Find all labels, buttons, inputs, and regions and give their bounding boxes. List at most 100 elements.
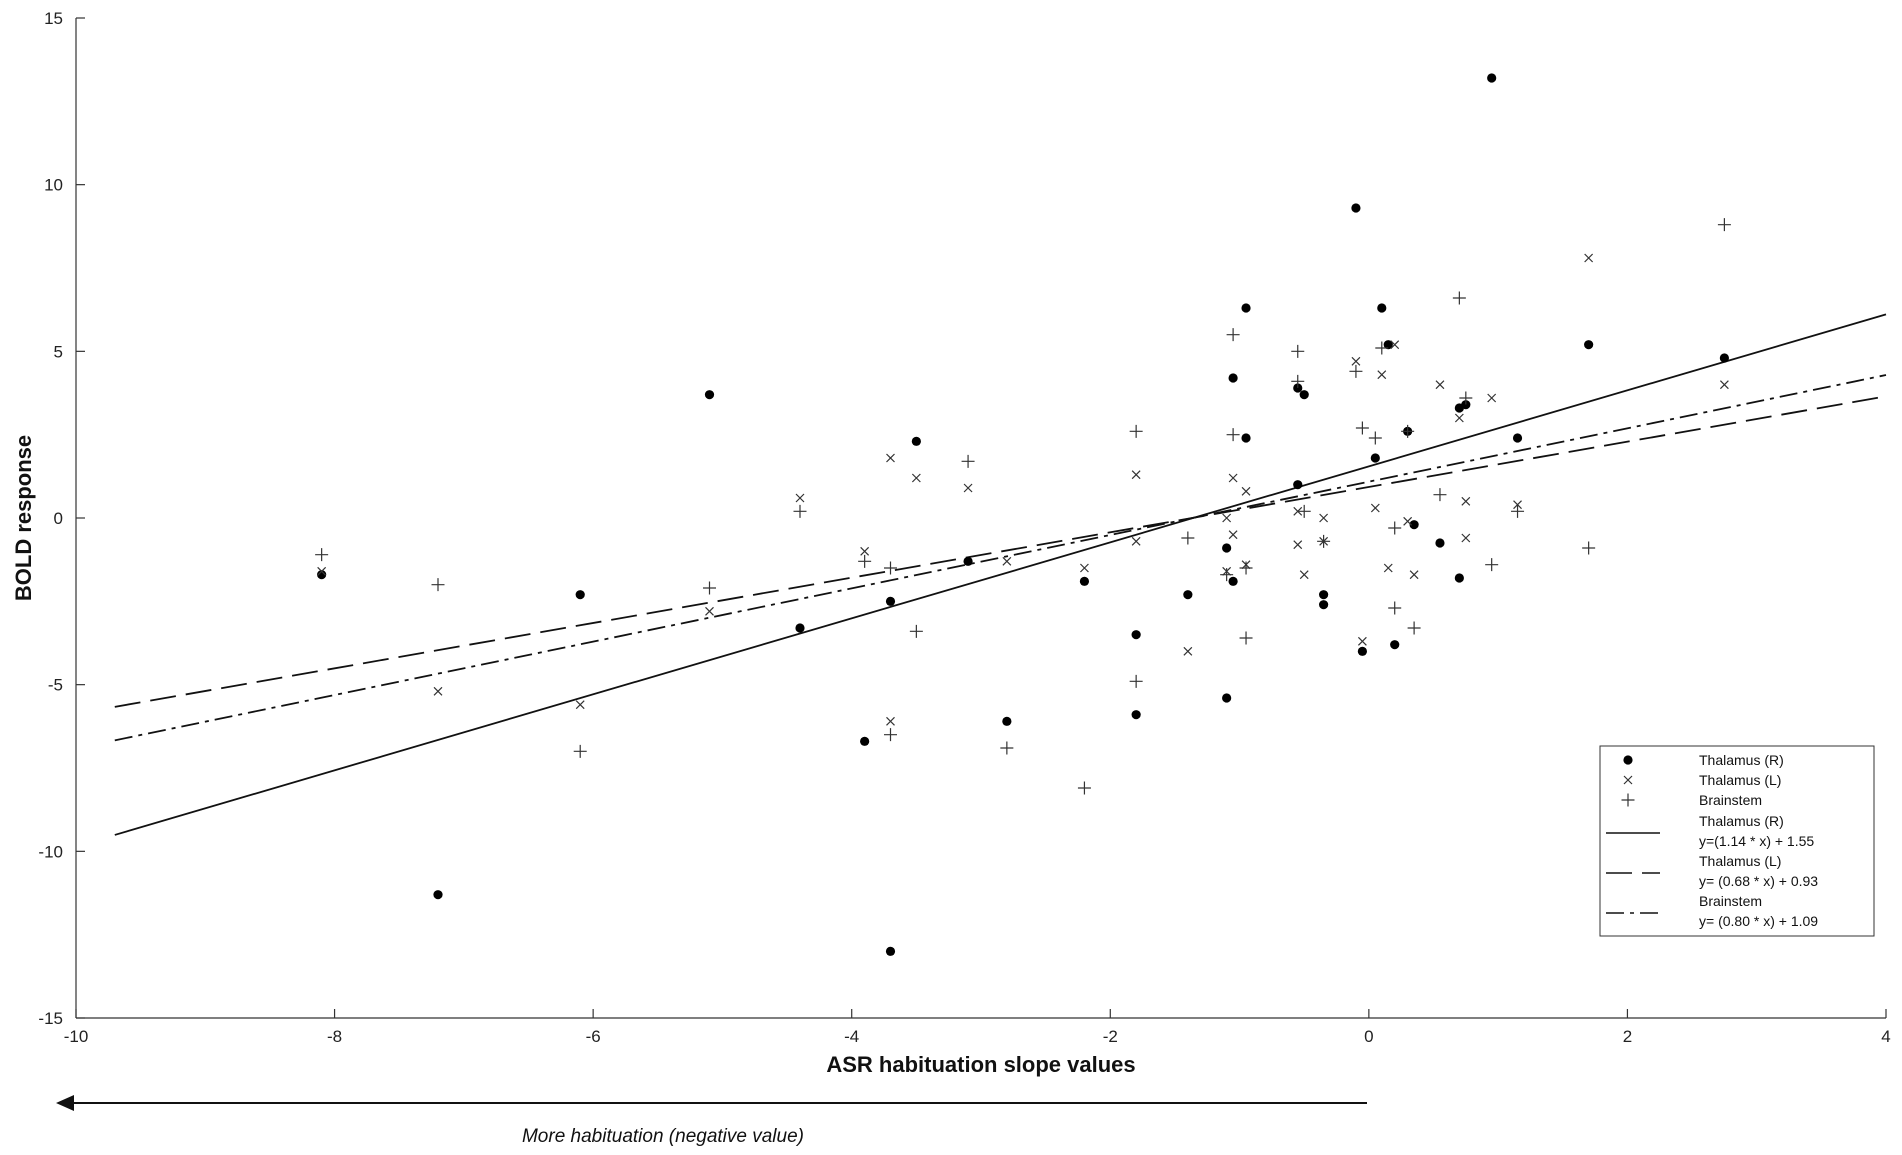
thalamus-l-point [1002, 556, 1012, 566]
brainstem-point [1317, 534, 1331, 548]
fit-line [114, 395, 1887, 708]
thalamus-r-point [911, 436, 921, 446]
legend: Thalamus (R) Thalamus (L) Brainstem Thalamu… [1599, 745, 1875, 937]
thalamus-l-point [1228, 530, 1238, 540]
x-tick-label: 4 [1881, 1027, 1890, 1046]
fit-lines [114, 313, 1887, 836]
x-tick-label: -6 [586, 1027, 601, 1046]
thalamus-r-point [1351, 203, 1361, 213]
thalamus-r-point [433, 890, 443, 900]
thalamus-l-point [1390, 340, 1400, 350]
brainstem-point [1511, 504, 1525, 518]
y-tick-label: -15 [38, 1009, 63, 1028]
x-tick-label: -10 [64, 1027, 89, 1046]
thalamus-l-point [1241, 486, 1251, 496]
thalamus-l-point [1080, 563, 1089, 573]
legend-label: Brainstem [1699, 792, 1762, 808]
brainstem-point [703, 581, 716, 595]
brainstem-point [1226, 428, 1240, 442]
thalamus-l-point [1293, 540, 1303, 550]
brainstem-point [858, 554, 872, 568]
brainstem-point [1297, 504, 1311, 518]
brainstem-point [884, 561, 897, 575]
thalamus-r-point [860, 736, 870, 746]
thalamus-l-point [795, 493, 805, 503]
thalamus-r-point [1461, 400, 1471, 410]
x-tick-label: -2 [1103, 1027, 1118, 1046]
thalamus-r-point [1377, 303, 1387, 313]
thalamus-r-point [1357, 646, 1367, 656]
brainstem-point [1291, 344, 1305, 358]
brainstem-point [1388, 601, 1402, 615]
thalamus-l-point [911, 473, 921, 483]
thalamus-l-point [963, 483, 973, 493]
brainstem-point [1407, 621, 1421, 635]
brainstem-point [1368, 431, 1382, 445]
thalamus-l-point [433, 686, 443, 696]
thalamus-r-point [1131, 630, 1141, 640]
brainstem-point [961, 454, 975, 468]
thalamus-r-point [1454, 573, 1464, 583]
brainstem-point [884, 728, 897, 742]
thalamus-r-point [1383, 340, 1393, 350]
thalamus-r-point [1183, 590, 1193, 600]
thalamus-l-point [1487, 393, 1497, 403]
thalamus-l-point [705, 606, 714, 616]
brainstem-point [1129, 674, 1143, 688]
thalamus-r-point [1370, 453, 1380, 463]
x-tick-label: 0 [1364, 1027, 1373, 1046]
thalamus-l-point [1319, 513, 1329, 523]
brainstem-point [1220, 568, 1234, 582]
thalamus-r-point [885, 596, 896, 606]
thalamus-r-point [575, 590, 585, 600]
thalamus-l-point [1403, 516, 1413, 526]
y-tick-label: 0 [54, 509, 63, 528]
thalamus-r-point [795, 623, 805, 633]
thalamus-l-point [1719, 380, 1729, 390]
x-tick-label: -4 [844, 1027, 859, 1046]
thalamus-l-point [1584, 253, 1594, 263]
thalamus-r-point [1584, 340, 1594, 350]
brainstem-point [1226, 328, 1240, 342]
thalamus-l-point [886, 716, 895, 726]
legend-fit-name: Brainstem [1699, 893, 1762, 909]
brainstem-point [1582, 541, 1596, 555]
brainstem-point [1452, 291, 1466, 305]
habituation-note: More habituation (negative value) [522, 1126, 804, 1147]
thalamus-r-point [1487, 73, 1497, 83]
brainstem-point [1355, 421, 1369, 435]
thalamus-r-point [1319, 590, 1329, 600]
brainstem-point [1239, 631, 1253, 645]
thalamus-r-point [1319, 600, 1329, 610]
y-tick-label: -5 [48, 676, 63, 695]
legend-fit-equation: y=(1.14 * x) + 1.55 [1699, 833, 1814, 849]
thalamus-r-point [1228, 373, 1238, 383]
thalamus-l-point [1131, 470, 1141, 480]
thalamus-r-point [1002, 716, 1012, 726]
legend-marker [1623, 755, 1633, 765]
thalamus-l-point [1228, 473, 1238, 483]
thalamus-r-point [1512, 433, 1523, 443]
fit-line [114, 374, 1887, 742]
thalamus-l-point [1299, 570, 1309, 580]
thalamus-l-point [1351, 356, 1361, 366]
brainstem-point [1433, 488, 1447, 502]
thalamus-l-point [1357, 636, 1367, 646]
brainstem-point [1239, 561, 1253, 575]
thalamus-r-point [1435, 538, 1445, 548]
thalamus-r-point [1719, 353, 1729, 363]
legend-label: Thalamus (L) [1699, 772, 1781, 788]
brainstem-point [1077, 781, 1091, 795]
thalamus-r-point [317, 570, 327, 580]
legend-fit-name: Thalamus (R) [1699, 813, 1784, 829]
thalamus-r-point [1299, 390, 1309, 400]
thalamus-r-point [1222, 543, 1232, 553]
thalamus-l-point [1370, 503, 1380, 513]
thalamus-r-point [1241, 303, 1251, 313]
y-tick-label: -10 [38, 842, 63, 861]
brainstem-point [431, 578, 445, 592]
legend-fit-equation: y= (0.80 * x) + 1.09 [1699, 913, 1818, 929]
x-tick-label: 2 [1623, 1027, 1632, 1046]
legend-marker [1623, 775, 1633, 785]
thalamus-l-point [1461, 533, 1471, 543]
